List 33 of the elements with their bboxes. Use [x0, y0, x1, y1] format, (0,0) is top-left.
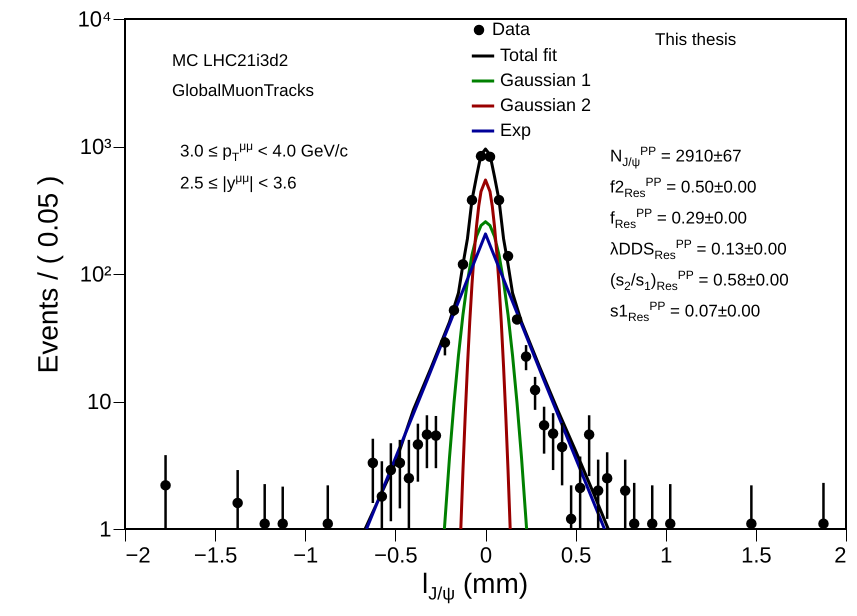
line-series — [459, 178, 512, 529]
y-tick-label: 10⁴ — [78, 6, 112, 32]
y-axis-title: Events / ( 0.05 ) — [32, 176, 64, 374]
x-tick-label: −1.5 — [194, 542, 238, 568]
y-tick-label: 10 — [87, 389, 112, 414]
legend-label: Gaussian 1 — [500, 70, 592, 90]
annotation: 2.5 ≤ |y$^{μμ}$| < 3.6 — [180, 171, 297, 194]
legend-label: Data — [492, 19, 532, 39]
annotation: MC LHC21i3d2 — [172, 51, 288, 71]
x-tick-label: 0 — [480, 542, 492, 568]
annotation: GlobalMuonTracks — [172, 81, 314, 101]
annotation: s1$_{Res}$$^{PP}$ = 0.07±0.00 — [610, 299, 760, 324]
annotation: λDDS$_{Res}$$^{PP}$ = 0.13±0.00 — [610, 237, 787, 262]
x-tick-label: −0.5 — [374, 542, 418, 568]
y-tick-label: 10³ — [80, 134, 112, 159]
x-tick-label: 1 — [660, 542, 672, 568]
annotation: 3.0 ≤ p$_{T}$$^{μμ}$ < 4.0 GeV/c — [180, 139, 348, 164]
x-tick-label: 2 — [834, 542, 846, 568]
x-tick-label: −1 — [293, 542, 318, 568]
annotation: N$_{J/ψ}$$^{PP}$ = 2910±67 — [610, 144, 742, 170]
annotation: f$_{Res}$$^{PP}$ = 0.29±0.00 — [610, 206, 747, 232]
annotation: f2$_{Res}$$^{PP}$ = 0.50±0.00 — [610, 175, 756, 200]
x-tick-label: 0.5 — [560, 542, 592, 568]
legend-label: Gaussian 2 — [500, 95, 592, 115]
x-tick-label: 1.5 — [741, 542, 772, 568]
annotation: This thesis — [655, 30, 736, 50]
legend-label: Total fit — [500, 45, 558, 65]
x-tick-label: −2 — [126, 542, 151, 568]
annotation: (s$_{2}$/s$_{1}$)$_{Res}$$^{PP}$ = 0.58±0.00 — [610, 268, 789, 294]
y-tick-label: 10² — [80, 262, 112, 286]
legend-label: Exp — [500, 120, 532, 140]
y-tick-label: 1 — [99, 516, 112, 542]
x-axis-title: l$_{J/ψ}$ (mm) — [422, 568, 528, 605]
